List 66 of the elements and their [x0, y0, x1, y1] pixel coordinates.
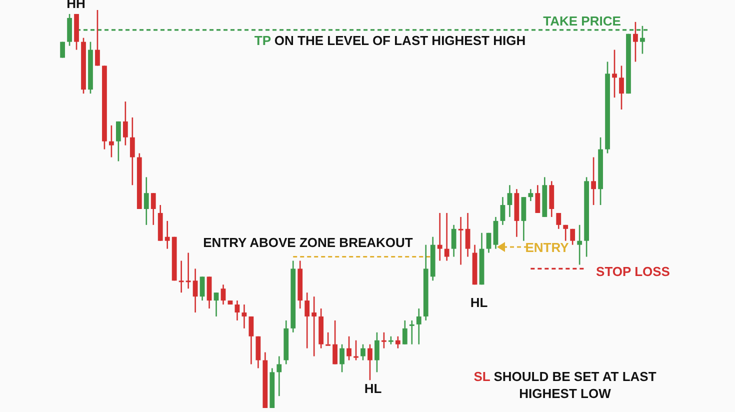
- candlestick: [150, 192, 156, 226]
- ref-line-label: TAKE PRICE: [543, 13, 622, 28]
- candlestick: [234, 300, 240, 322]
- candlestick: [451, 224, 456, 258]
- candlestick: [178, 260, 184, 294]
- candlestick: [507, 184, 512, 218]
- candlestick: [276, 356, 282, 397]
- candlestick: [304, 292, 310, 349]
- candlestick: [332, 320, 338, 365]
- candlestick: [500, 196, 506, 226]
- candlestick: [326, 332, 330, 346]
- candlestick: [192, 268, 198, 314]
- annotation: HL: [470, 295, 488, 310]
- candlestick: [248, 316, 254, 365]
- candlestick: [256, 336, 261, 369]
- candlestick: [521, 196, 526, 242]
- candlestick: [122, 100, 128, 146]
- candlestick: [549, 180, 554, 218]
- candlestick: [214, 292, 219, 318]
- candlestick: [130, 116, 135, 186]
- candlestick: [360, 344, 366, 361]
- annotation: TP ON THE LEVEL OF LAST HIGHEST HIGH: [254, 33, 526, 48]
- candlestick: [444, 212, 450, 262]
- candlestick: [200, 276, 205, 302]
- candlestick: [409, 320, 414, 345]
- candlestick: [633, 21, 638, 62]
- candlestick: [528, 188, 534, 202]
- candlestick: [486, 232, 492, 254]
- candlestick: [116, 120, 121, 162]
- candlestick: [493, 216, 498, 250]
- candlestick: [416, 308, 422, 345]
- candlestick: [95, 9, 100, 66]
- candlestick: [437, 212, 442, 262]
- candlestick: [563, 224, 568, 242]
- annotation: ENTRY: [525, 240, 570, 256]
- candlestick: [354, 340, 358, 361]
- candlestick: [206, 276, 212, 310]
- candlestick: [381, 332, 386, 349]
- candlestick: [346, 336, 352, 361]
- candlestick: [591, 156, 596, 206]
- annotation: HL: [364, 381, 382, 396]
- candlestick: [577, 224, 582, 266]
- candlestick: [242, 304, 247, 330]
- candlestick: [465, 212, 470, 258]
- candlestick: [395, 336, 400, 349]
- candlestick: [374, 332, 380, 373]
- candlestick: [368, 344, 372, 381]
- candlestick: [312, 296, 317, 357]
- candlestick: [164, 220, 170, 250]
- text: SL SHOULD BE SET AT LAST HIGHEST LOW: [474, 369, 656, 402]
- candlestick: [60, 41, 65, 58]
- candlestick: [458, 216, 464, 266]
- candlestick: [144, 176, 149, 226]
- candlestick: [556, 212, 562, 230]
- ref-line-label: ENTRY ABOVE ZONE BREAKOUT: [203, 235, 413, 250]
- candlestick: [612, 49, 617, 98]
- ref-line-label: STOP LOSS: [596, 264, 670, 280]
- candlestick: [220, 284, 226, 306]
- candlestick: [67, 13, 72, 46]
- candlestick: [109, 124, 114, 158]
- candlestick: [402, 320, 408, 345]
- candlestick: [535, 184, 540, 214]
- candlestick: [570, 228, 576, 246]
- candlestick: [186, 252, 191, 290]
- candlestick: [619, 65, 624, 110]
- candlestick: [340, 344, 344, 373]
